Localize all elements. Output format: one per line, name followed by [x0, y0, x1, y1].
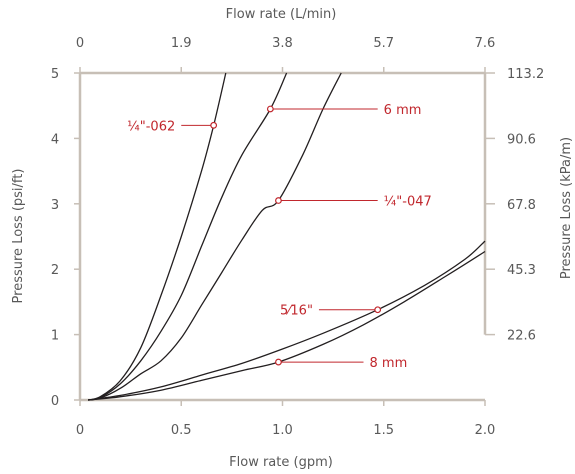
annotation-marker: [374, 306, 382, 314]
x-tick-label: 0: [76, 423, 84, 438]
x-tick-label: 1.5: [373, 423, 394, 438]
series-line: [88, 72, 342, 401]
annotation-label: 6 mm: [384, 103, 422, 118]
y-tick-label: 0: [51, 394, 59, 409]
annotation-marker: [210, 121, 218, 129]
y-tick-label: 3: [51, 198, 59, 213]
series-line: [88, 250, 486, 401]
y-tick-label: 2: [51, 263, 59, 278]
x2-tick-label: 3.8: [272, 36, 293, 51]
y-tick-label: 1: [51, 329, 59, 344]
y-tick-label: 5: [51, 67, 59, 82]
annotation-label: ¼"-047: [384, 195, 432, 210]
x2-tick-label: 5.7: [373, 36, 394, 51]
x2-tick-label: 7.6: [475, 36, 496, 51]
y2-tick-label: 22.6: [507, 329, 536, 344]
series-line: [87, 72, 288, 401]
annotation-marker: [275, 197, 282, 204]
series-line: [87, 72, 227, 401]
y2-tick-label: 67.8: [507, 198, 536, 213]
x-tick-label: 1.0: [272, 423, 293, 438]
x-tick-label: 0.5: [171, 423, 192, 438]
x2-axis-title: Flow rate (L/min): [226, 7, 337, 22]
y2-tick-label: 113.2: [507, 67, 544, 82]
axis-ticks: 0 0.5 1.0 1.5 2.0 0 1.9 3.8 5.7 7.6 0 1 2 3 4 5 22.6 45.3…: [51, 36, 544, 438]
annotation-label: ¼"-062: [127, 119, 175, 134]
y2-axis-title: Pressure Loss (kPa/m): [559, 137, 574, 279]
y-tick-label: 4: [51, 132, 59, 147]
x2-tick-label: 1.9: [171, 36, 192, 51]
x-tick-label: 2.0: [475, 423, 496, 438]
y-axis-title: Pressure Loss (psi/ft): [11, 169, 26, 304]
y2-tick-label: 45.3: [507, 263, 536, 278]
annotation-marker: [275, 358, 282, 366]
annotation-label: 5⁄16": [280, 304, 313, 319]
annotation-marker: [266, 105, 274, 113]
x2-tick-label: 0: [76, 36, 84, 51]
series-line: [88, 240, 486, 401]
x-axis-title: Flow rate (gpm): [229, 455, 333, 470]
annotation-label: 8 mm: [370, 356, 408, 371]
annotations: ¼"-062 6 mm ¼"-047 5⁄16" 8 mm: [127, 103, 432, 371]
y2-tick-label: 90.6: [507, 132, 536, 147]
